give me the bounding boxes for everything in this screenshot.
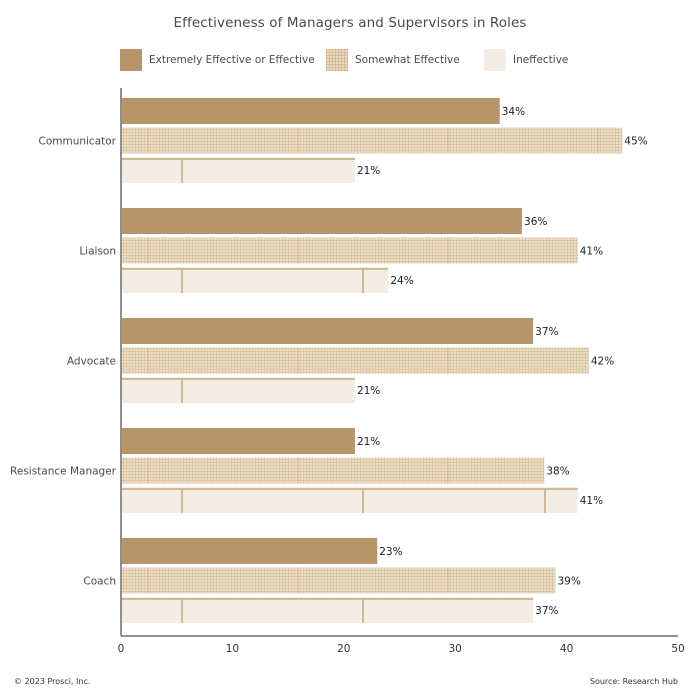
legend-item-effective: Extremely Effective or Effective: [120, 49, 315, 71]
bar-coach-extremely-effective-or-effective: [122, 538, 378, 564]
bar-coach-ineffective: [122, 597, 534, 623]
bar-resistance-manager-ineffective: [122, 487, 578, 513]
bar-resistance-manager-extremely-effective-or-effective: [122, 428, 355, 454]
value-label-communicator-somewhat-effective: 45%: [624, 136, 647, 148]
bar-communicator-somewhat-effective: [122, 127, 623, 154]
category-label-coach: Coach: [83, 576, 116, 588]
category-label-advocate: Advocate: [67, 356, 116, 368]
value-label-coach-ineffective: 37%: [535, 605, 558, 617]
value-label-communicator-ineffective: 21%: [357, 165, 380, 177]
axes-layer: 0 10 20 30 40 50: [118, 88, 685, 655]
value-label-communicator-extremely-effective-or-effective: 34%: [502, 106, 525, 118]
bar-liaison-somewhat-effective: [122, 237, 578, 264]
chart-title: Effectiveness of Managers and Supervisor…: [173, 15, 527, 31]
x-tick-label-0: 0: [118, 643, 125, 655]
category-label-liaison: Liaison: [79, 246, 116, 258]
x-tick-label-10: 10: [226, 643, 239, 655]
value-label-coach-extremely-effective-or-effective: 23%: [379, 546, 402, 558]
copyright-text: © 2023 Prosci, Inc.: [14, 677, 91, 686]
value-label-resistance-manager-extremely-effective-or-effective: 21%: [357, 436, 380, 448]
x-tick-label-30: 30: [449, 643, 462, 655]
value-label-resistance-manager-ineffective: 41%: [580, 495, 603, 507]
value-label-liaison-ineffective: 24%: [390, 275, 413, 287]
legend-label-somewhat: Somewhat Effective: [355, 54, 460, 66]
bar-communicator-extremely-effective-or-effective: [122, 98, 500, 124]
value-label-resistance-manager-somewhat-effective: 38%: [546, 466, 569, 478]
labels-layer: 34% 45% 21% Communicator 36% 41% 24% Liaison 37%…: [10, 106, 648, 617]
source-text: Source: Research Hub: [589, 677, 678, 686]
bar-resistance-manager-somewhat-effective: [122, 457, 545, 484]
value-label-advocate-extremely-effective-or-effective: 37%: [535, 326, 558, 338]
bar-advocate-somewhat-effective: [122, 347, 589, 374]
value-label-advocate-somewhat-effective: 42%: [591, 356, 614, 368]
x-tick-label-40: 40: [560, 643, 573, 655]
legend-item-ineffective: Ineffective: [484, 49, 568, 71]
bars-layer: [122, 98, 623, 623]
bar-liaison-extremely-effective-or-effective: [122, 208, 523, 234]
legend-swatch-somewhat: [326, 49, 348, 71]
value-label-coach-somewhat-effective: 39%: [557, 576, 580, 588]
bar-communicator-ineffective: [122, 157, 355, 183]
bar-liaison-ineffective: [122, 267, 389, 293]
bar-coach-somewhat-effective: [122, 567, 556, 594]
category-label-resistance-manager: Resistance Manager: [10, 466, 117, 478]
legend-label-effective: Extremely Effective or Effective: [149, 54, 315, 66]
value-label-advocate-ineffective: 21%: [357, 385, 380, 397]
legend-label-ineffective: Ineffective: [513, 54, 569, 66]
bar-advocate-extremely-effective-or-effective: [122, 318, 534, 344]
legend-swatch-effective: [120, 49, 142, 71]
x-tick-label-20: 20: [337, 643, 350, 655]
category-label-communicator: Communicator: [38, 136, 116, 148]
value-label-liaison-extremely-effective-or-effective: 36%: [524, 216, 547, 228]
x-tick-label-50: 50: [671, 643, 684, 655]
bar-advocate-ineffective: [122, 377, 355, 403]
legend-item-somewhat: Somewhat Effective: [326, 49, 460, 71]
value-label-liaison-somewhat-effective: 41%: [580, 246, 603, 258]
legend-swatch-ineffective: [484, 49, 506, 71]
